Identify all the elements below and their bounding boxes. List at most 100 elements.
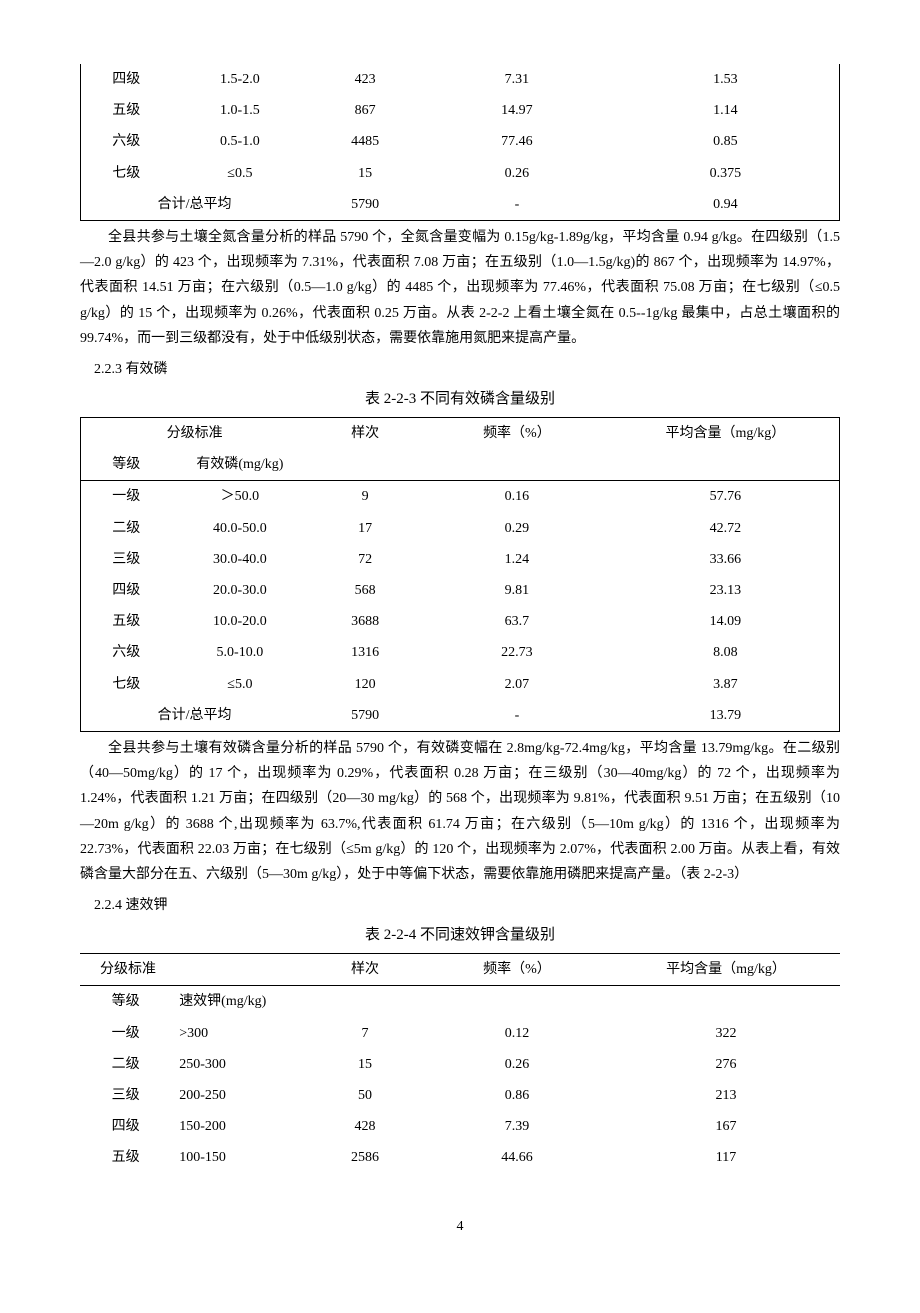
cell-freq: 0.16: [422, 481, 612, 513]
cell-freq: 0.26: [422, 158, 612, 189]
cell-freq: 44.66: [422, 1142, 612, 1173]
cell-freq: 22.73: [422, 637, 612, 668]
cell-count: 120: [308, 669, 422, 700]
cell-range: ≤5.0: [172, 669, 309, 700]
cell-count: 4485: [308, 126, 422, 157]
cell-grade: 六级: [81, 126, 172, 157]
header-group: 分级标准: [80, 954, 171, 986]
cell-grade: 二级: [81, 513, 172, 544]
page-number: 4: [80, 1214, 840, 1239]
cell-avg: 0.85: [612, 126, 840, 157]
cell-freq: 7.39: [422, 1111, 612, 1142]
cell-freq: 9.81: [422, 575, 612, 606]
cell-avg: 57.76: [612, 481, 840, 513]
cell-total-freq: -: [422, 189, 612, 221]
table-potassium: 分级标准 样次 频率（%） 平均含量（mg/kg） 等级 速效钾(mg/kg) …: [80, 953, 840, 1173]
cell-avg: 322: [612, 1018, 840, 1049]
cell-avg: 0.375: [612, 158, 840, 189]
table-title-phosphorus: 表 2-2-3 不同有效磷含量级别: [80, 386, 840, 413]
cell-range: 30.0-40.0: [172, 544, 309, 575]
header-avg: 平均含量（mg/kg）: [612, 954, 840, 986]
cell-grade: 一级: [81, 481, 172, 513]
cell-total-avg: 0.94: [612, 189, 840, 221]
cell-count: 423: [308, 64, 422, 95]
cell-range: 1.5-2.0: [172, 64, 309, 95]
cell-grade: 二级: [80, 1049, 171, 1080]
cell-range: 200-250: [171, 1080, 308, 1111]
cell-count: 7: [308, 1018, 422, 1049]
paragraph-nitrogen: 全县共参与土壤全氮含量分析的样品 5790 个，全氮含量变幅为 0.15g/kg…: [80, 225, 840, 351]
cell-avg: 33.66: [612, 544, 840, 575]
cell-freq: 77.46: [422, 126, 612, 157]
cell-total-count: 5790: [308, 189, 422, 221]
cell-avg: 3.87: [612, 669, 840, 700]
cell-grade: 一级: [80, 1018, 171, 1049]
cell-grade: 四级: [81, 575, 172, 606]
header-freq: 频率（%）: [422, 418, 612, 450]
cell-total-freq: -: [422, 700, 612, 732]
cell-avg: 117: [612, 1142, 840, 1173]
cell-range: ＞50.0: [172, 481, 309, 513]
cell-grade: 五级: [80, 1142, 171, 1173]
cell-avg: 167: [612, 1111, 840, 1142]
cell-count: 568: [308, 575, 422, 606]
header-freq: 频率（%）: [422, 954, 612, 986]
cell-freq: 0.12: [422, 1018, 612, 1049]
cell-freq: 0.86: [422, 1080, 612, 1111]
cell-range: 0.5-1.0: [172, 126, 309, 157]
cell-count: 50: [308, 1080, 422, 1111]
cell-freq: 2.07: [422, 669, 612, 700]
cell-count: 428: [308, 1111, 422, 1142]
cell-grade: 四级: [81, 64, 172, 95]
cell-count: 9: [308, 481, 422, 513]
cell-count: 3688: [308, 606, 422, 637]
cell-avg: 42.72: [612, 513, 840, 544]
cell-range: 1.0-1.5: [172, 95, 309, 126]
cell-grade: 五级: [81, 606, 172, 637]
cell-grade: 五级: [81, 95, 172, 126]
cell-count: 2586: [308, 1142, 422, 1173]
table-title-potassium: 表 2-2-4 不同速效钾含量级别: [80, 922, 840, 949]
cell-grade: 六级: [81, 637, 172, 668]
cell-count: 15: [308, 158, 422, 189]
header-avg: 平均含量（mg/kg）: [612, 418, 840, 450]
cell-range: 10.0-20.0: [172, 606, 309, 637]
cell-count: 15: [308, 1049, 422, 1080]
section-heading-223: 2.2.3 有效磷: [80, 357, 840, 382]
cell-total-label: 合计/总平均: [81, 189, 309, 221]
cell-grade: 七级: [81, 669, 172, 700]
header-group: 分级标准: [81, 418, 309, 450]
cell-total-avg: 13.79: [612, 700, 840, 732]
cell-count: 17: [308, 513, 422, 544]
cell-range: 150-200: [171, 1111, 308, 1142]
cell-range: >300: [171, 1018, 308, 1049]
cell-freq: 0.26: [422, 1049, 612, 1080]
cell-freq: 0.29: [422, 513, 612, 544]
cell-total-label: 合计/总平均: [81, 700, 309, 732]
cell-grade: 三级: [80, 1080, 171, 1111]
subheader-grade: 等级: [81, 449, 172, 481]
cell-grade: 三级: [81, 544, 172, 575]
cell-avg: 23.13: [612, 575, 840, 606]
cell-freq: 1.24: [422, 544, 612, 575]
subheader-grade: 等级: [80, 986, 171, 1018]
paragraph-phosphorus: 全县共参与土壤有效磷含量分析的样品 5790 个，有效磷变幅在 2.8mg/kg…: [80, 736, 840, 887]
cell-range: 5.0-10.0: [172, 637, 309, 668]
cell-grade: 七级: [81, 158, 172, 189]
cell-range: 100-150: [171, 1142, 308, 1173]
cell-avg: 276: [612, 1049, 840, 1080]
cell-range: 250-300: [171, 1049, 308, 1080]
header-count: 样次: [308, 418, 422, 450]
subheader-range: 有效磷(mg/kg): [172, 449, 309, 481]
cell-avg: 1.14: [612, 95, 840, 126]
subheader-range: 速效钾(mg/kg): [171, 986, 308, 1018]
table-nitrogen-fragment: 四级 1.5-2.0 423 7.31 1.53 五级 1.0-1.5 867 …: [80, 64, 840, 221]
cell-range: ≤0.5: [172, 158, 309, 189]
cell-avg: 213: [612, 1080, 840, 1111]
cell-count: 867: [308, 95, 422, 126]
cell-count: 72: [308, 544, 422, 575]
section-heading-224: 2.2.4 速效钾: [80, 893, 840, 918]
cell-avg: 8.08: [612, 637, 840, 668]
cell-freq: 63.7: [422, 606, 612, 637]
cell-range: 20.0-30.0: [172, 575, 309, 606]
